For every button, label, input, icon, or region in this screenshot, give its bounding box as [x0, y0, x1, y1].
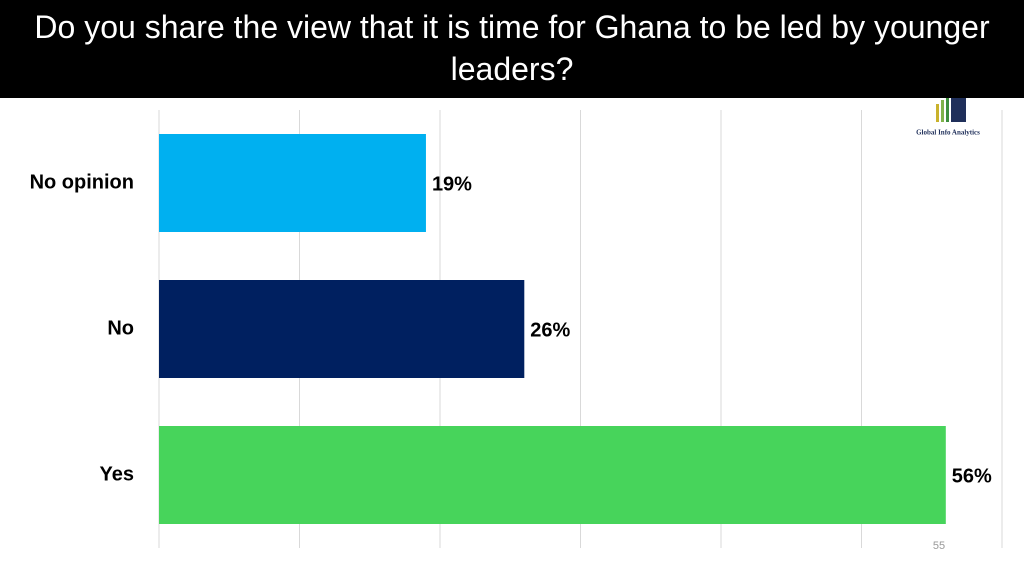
value-label: 19% — [432, 173, 472, 195]
y-tick-label: No opinion — [30, 171, 134, 193]
y-tick-label: No — [107, 317, 134, 339]
y-tick-label: Yes — [100, 463, 134, 485]
logo-icon — [936, 92, 966, 122]
page-number: 55 — [933, 540, 945, 552]
chart-title: Do you share the view that it is time fo… — [0, 0, 1024, 98]
bar — [159, 134, 426, 232]
value-label: 26% — [530, 319, 570, 341]
value-label: 56% — [952, 465, 992, 487]
bar — [159, 426, 946, 524]
bar — [159, 280, 525, 378]
logo-text: Global Info Analytics — [916, 129, 980, 137]
